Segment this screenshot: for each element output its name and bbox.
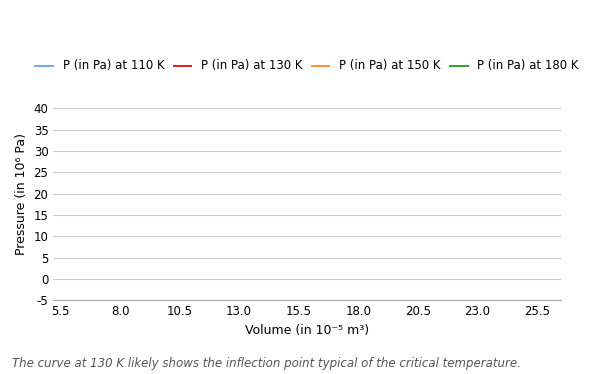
Y-axis label: Pressure (in 10⁶ Pa): Pressure (in 10⁶ Pa) bbox=[15, 133, 28, 255]
Text: The curve at 130 K likely shows the inflection point typical of the critical tem: The curve at 130 K likely shows the infl… bbox=[12, 357, 521, 370]
X-axis label: Volume (in 10⁻⁵ m³): Volume (in 10⁻⁵ m³) bbox=[245, 324, 369, 337]
Legend: P (in Pa) at 110 K, P (in Pa) at 130 K, P (in Pa) at 150 K, P (in Pa) at 180 K: P (in Pa) at 110 K, P (in Pa) at 130 K, … bbox=[31, 55, 583, 77]
